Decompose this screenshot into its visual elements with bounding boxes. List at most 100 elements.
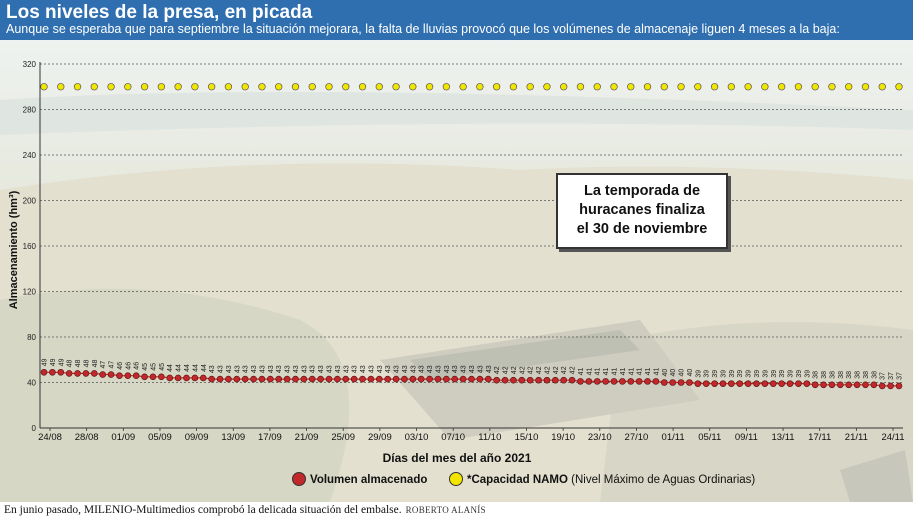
volumen-point xyxy=(744,380,752,387)
namo-point xyxy=(291,83,300,91)
volumen-point xyxy=(811,381,819,389)
namo-point xyxy=(409,83,417,91)
volumen-point xyxy=(803,380,811,387)
x-tick-label: 13/09 xyxy=(221,432,245,443)
volumen-data-label: 43 xyxy=(436,365,443,373)
volumen-data-label: 42 xyxy=(544,366,551,374)
volumen-data-label: 48 xyxy=(92,360,99,368)
namo-point xyxy=(442,83,451,91)
namo-point xyxy=(492,83,501,91)
volumen-data-label: 38 xyxy=(838,371,845,379)
volumen-point xyxy=(719,380,727,387)
volumen-data-label: 43 xyxy=(259,365,266,373)
volumen-data-label: 44 xyxy=(201,364,208,372)
legend-namo-label: *Capacidad NAMO xyxy=(467,474,568,486)
namo-point xyxy=(325,83,333,91)
volumen-point xyxy=(870,381,878,389)
volumen-data-label: 43 xyxy=(226,365,233,373)
volumen-point xyxy=(585,378,593,385)
volumen-point xyxy=(359,375,366,383)
volumen-point xyxy=(325,375,333,383)
volumen-point xyxy=(292,375,299,383)
volumen-point xyxy=(166,374,174,382)
volumen-data-label: 39 xyxy=(788,370,795,378)
x-tick-label: 21/09 xyxy=(295,432,319,443)
volumen-data-label: 49 xyxy=(58,358,65,366)
volumen-data-label: 40 xyxy=(670,369,677,377)
volumen-point xyxy=(225,375,232,383)
namo-point xyxy=(459,83,467,91)
namo-point xyxy=(174,83,182,91)
volumen-data-label: 38 xyxy=(863,371,870,379)
volumen-data-label: 38 xyxy=(846,371,853,379)
namo-point xyxy=(677,83,685,91)
x-tick-label: 24/08 xyxy=(38,432,62,443)
volumen-data-label: 38 xyxy=(829,371,836,379)
x-tick-label: 29/09 xyxy=(368,432,392,443)
x-tick-label: 17/11 xyxy=(808,432,831,443)
x-tick-label: 09/09 xyxy=(185,432,209,443)
namo-point xyxy=(593,83,601,91)
volumen-point xyxy=(677,379,685,386)
x-tick-label: 13/11 xyxy=(772,432,795,443)
volumen-data-label: 37 xyxy=(897,372,904,380)
x-axis-ticks: 24/08 28/08 01/09 05/09 09/09 13/09 17/09 21/09… xyxy=(38,428,905,443)
legend-volumen: Volumen almacenado xyxy=(292,472,427,490)
legend-namo: *Capacidad NAMO (Nivel Máximo de Aguas O… xyxy=(449,472,755,490)
namo-point xyxy=(476,83,484,91)
volumen-point xyxy=(258,375,266,383)
x-tick-label: 28/08 xyxy=(75,432,99,443)
y-tick-label: 320 xyxy=(23,60,37,69)
page-subtitle: Aunque se esperaba que para septiembre l… xyxy=(6,22,840,36)
namo-point xyxy=(157,83,166,91)
volumen-data-label: 44 xyxy=(167,364,174,372)
volumen-data-label: 45 xyxy=(151,363,158,371)
volumen-point xyxy=(510,376,517,384)
volumen-point xyxy=(619,378,626,385)
volumen-point xyxy=(443,375,450,383)
volumen-data-label: 43 xyxy=(293,365,300,373)
volumen-data-label: 42 xyxy=(536,366,543,374)
volumen-data-label: 49 xyxy=(50,358,57,366)
volumen-data-label: 47 xyxy=(109,361,116,369)
volumen-point xyxy=(99,371,106,378)
volumen-point xyxy=(141,373,148,381)
volumen-data-label: 41 xyxy=(637,368,644,376)
volumen-data-label: 42 xyxy=(570,366,577,374)
volumen-data-label: 43 xyxy=(335,365,342,373)
volumen-point xyxy=(65,370,73,377)
volumen-point xyxy=(635,378,643,385)
y-tick-label: 120 xyxy=(23,288,37,297)
volumen-point xyxy=(686,379,693,386)
header-banner: Los niveles de la presa, en picada Aunqu… xyxy=(0,0,913,40)
volumen-point xyxy=(728,380,735,387)
volumen-point xyxy=(627,378,635,385)
volumen-data-label: 38 xyxy=(855,371,862,379)
x-tick-label: 03/10 xyxy=(405,432,429,443)
volumen-data-label: 43 xyxy=(209,365,216,373)
volumen-point xyxy=(887,382,894,390)
volumen-point xyxy=(49,368,56,376)
volumen-point xyxy=(57,368,65,376)
hurricane-season-note: La temporada de huracanes finaliza el 30… xyxy=(556,173,728,249)
volumen-data-label: 42 xyxy=(511,366,518,374)
volumen-point xyxy=(124,372,132,379)
volumen-data-label: 39 xyxy=(779,370,786,378)
volumen-data-label: 37 xyxy=(888,372,895,380)
volumen-point xyxy=(769,380,777,387)
volumen-point xyxy=(426,375,433,383)
x-tick-label: 01/11 xyxy=(662,432,685,443)
volumen-data-label: 39 xyxy=(695,370,702,378)
namo-point xyxy=(425,83,434,91)
volumen-data-label: 45 xyxy=(142,363,149,371)
volumen-point xyxy=(342,375,350,383)
volumen-point xyxy=(853,381,861,389)
volumen-data-label: 41 xyxy=(628,368,635,376)
note-line-1: La temporada de xyxy=(583,183,701,199)
namo-point xyxy=(241,83,249,91)
volumen-data-label: 49 xyxy=(42,358,49,366)
series-volumen-almacenado: 49 49 49 48 48 48 48 47 47 46 46 46 45 45 45 44 44 44 44 44… xyxy=(40,358,904,390)
volumen-point xyxy=(417,375,425,383)
photo-caption: En junio pasado, MILENIO-Multimedios com… xyxy=(4,504,909,522)
